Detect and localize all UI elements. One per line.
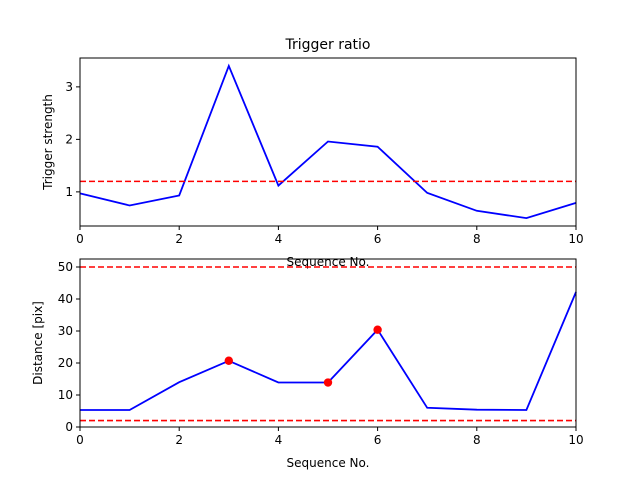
y-tick-label: 40 — [58, 292, 73, 306]
y-tick-label: 20 — [58, 356, 73, 370]
y-tick-label: 0 — [65, 420, 73, 434]
x-tick-label: 6 — [374, 232, 382, 246]
x-tick-label: 8 — [473, 232, 481, 246]
y-tick-label: 10 — [58, 388, 73, 402]
axes-frame — [79, 258, 577, 428]
y-axis-label: Trigger strength — [41, 94, 55, 191]
highlight-marker — [373, 325, 382, 334]
x-tick-label: 2 — [175, 232, 183, 246]
series-line — [79, 63, 577, 220]
y-tick-label: 30 — [58, 324, 73, 338]
x-tick-label: 6 — [374, 433, 382, 447]
x-tick-label: 4 — [275, 433, 283, 447]
x-tick-label: 10 — [568, 232, 583, 246]
chart-title: Trigger ratio — [284, 37, 370, 53]
y-tick-label: 3 — [65, 80, 73, 94]
y-tick-label: 50 — [58, 260, 73, 274]
distance-subplot: Distance [pix] Sequence No. 0 2 4 6 8 10 0 10 20… — [31, 258, 584, 470]
x-tick-label: 4 — [275, 232, 283, 246]
x-axis-label: Sequence No. — [287, 456, 370, 470]
highlight-marker — [323, 378, 333, 387]
y-tick-label: 1 — [65, 185, 73, 199]
x-tick-label: 10 — [568, 433, 583, 447]
plot-area: 0 2 4 6 8 10 0 10 20 30 40 50 — [58, 258, 584, 447]
x-tick-label: 2 — [175, 433, 183, 447]
x-tick-label: 0 — [76, 433, 84, 447]
axes-frame — [79, 57, 577, 227]
trigger-ratio-subplot: Trigger ratio Trigger strength Sequence … — [41, 37, 584, 269]
x-tick-label: 0 — [76, 232, 84, 246]
highlight-marker — [224, 356, 233, 365]
y-axis-label: Distance [pix] — [31, 301, 45, 385]
y-tick-label: 2 — [65, 132, 73, 146]
x-tick-label: 8 — [473, 433, 481, 447]
